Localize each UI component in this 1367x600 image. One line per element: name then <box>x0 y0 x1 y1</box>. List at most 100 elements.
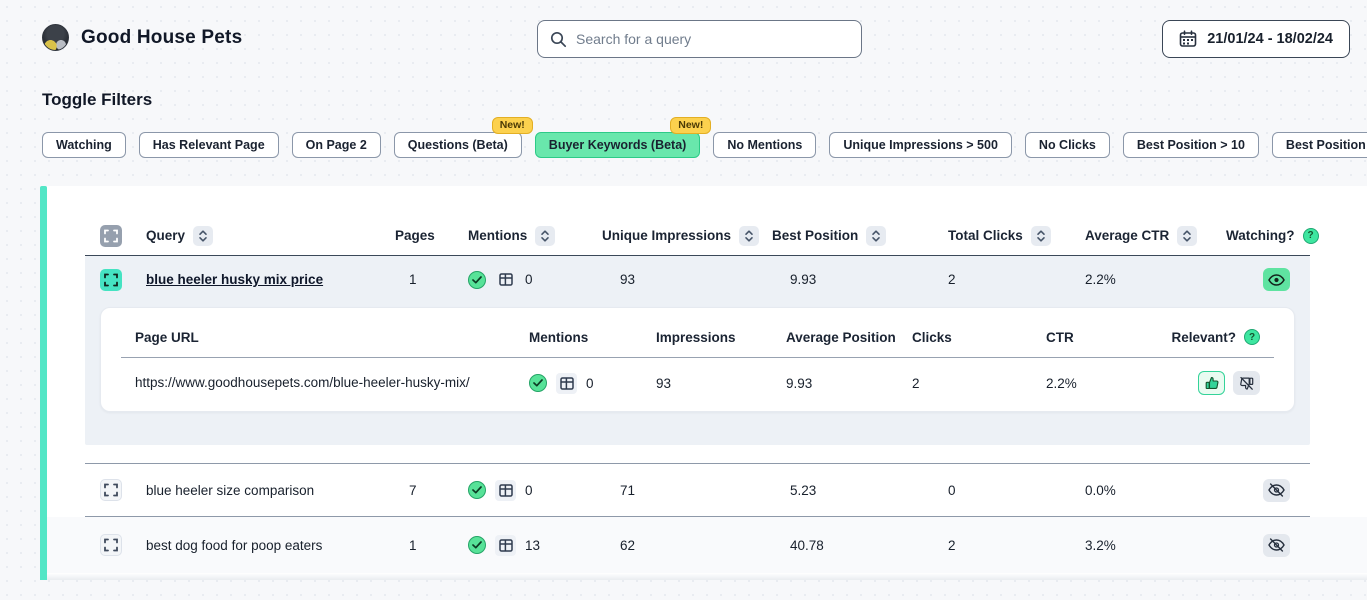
filter-no-clicks[interactable]: No Clicks <box>1024 132 1110 158</box>
mention-check-icon <box>468 481 486 499</box>
pages-card-divider <box>121 357 1274 358</box>
column-header-unique-impressions: Unique Impressions <box>602 228 732 243</box>
expand-all-button[interactable] <box>100 224 122 247</box>
total-clicks-value: 2 <box>948 537 956 553</box>
page-url-text[interactable]: https://www.goodhousepets.com/blue-heele… <box>135 374 470 390</box>
column-header-watching: Watching? <box>1226 228 1295 243</box>
query-link[interactable]: blue heeler husky mix price <box>146 272 324 287</box>
sort-average-ctr-button[interactable] <box>1177 225 1198 246</box>
query-text[interactable]: blue heeler size comparison <box>146 482 315 498</box>
mention-check-icon <box>468 536 486 554</box>
filters-row: Watching Has Relevant Page On Page 2 Que… <box>42 117 1367 158</box>
search-box[interactable] <box>537 20 862 58</box>
unique-impressions-value: 93 <box>620 272 636 287</box>
filter-best-position-lt-10[interactable]: Best Position < 10 <box>1271 132 1367 158</box>
watching-help-icon[interactable]: ? <box>1302 227 1319 244</box>
filter-no-mentions[interactable]: No Mentions <box>713 132 817 158</box>
unique-impressions-value: 62 <box>620 537 636 553</box>
date-range-button[interactable]: 21/01/24 - 18/02/24 <box>1162 20 1350 58</box>
pages-value: 1 <box>409 272 417 287</box>
best-position-value: 40.78 <box>790 537 824 553</box>
sort-query-button[interactable] <box>193 225 214 246</box>
toggle-filters-heading: Toggle Filters <box>42 90 153 109</box>
filter-best-position-gt-10[interactable]: Best Position > 10 <box>1122 132 1259 158</box>
relevant-help-icon[interactable]: ? <box>1244 329 1260 345</box>
table-header-row: Query Pages Mentions Unique Impressions … <box>47 216 1367 255</box>
new-badge: New! <box>670 117 712 134</box>
sort-total-clicks-button[interactable] <box>1030 225 1051 246</box>
column-header-pages: Pages <box>395 228 435 243</box>
expanded-pages-area: Page URL Mentions Impressions Average Po… <box>85 303 1310 445</box>
column-header-impressions: Impressions <box>656 329 736 345</box>
sort-best-position-button[interactable] <box>866 225 887 246</box>
mentions-value: 0 <box>525 482 533 498</box>
table-row[interactable]: best dog food for poop eaters 1 13 62 40… <box>47 517 1367 573</box>
average-ctr-value: 2.2% <box>1085 272 1116 287</box>
total-clicks-value: 0 <box>948 482 956 498</box>
best-position-value: 5.23 <box>790 482 817 498</box>
page-clicks-value: 2 <box>912 375 920 391</box>
pages-card: Page URL Mentions Impressions Average Po… <box>100 307 1295 412</box>
mention-table-icon[interactable] <box>495 479 516 501</box>
mentions-value: 13 <box>525 537 541 553</box>
page-mentions-value: 0 <box>586 375 594 391</box>
new-badge: New! <box>491 117 533 134</box>
expand-row-button[interactable] <box>100 534 122 556</box>
filter-questions-label: Questions (Beta) <box>407 138 508 152</box>
brand: Good House Pets <box>42 24 242 51</box>
column-header-query: Query <box>146 228 186 243</box>
column-header-relevant: Relevant? <box>1171 329 1236 345</box>
mention-check-icon <box>529 374 547 392</box>
average-ctr-value: 3.2% <box>1085 537 1116 553</box>
pages-value: 7 <box>409 482 417 498</box>
page-impressions-value: 93 <box>656 375 672 391</box>
column-header-average-position: Average Position <box>786 329 896 345</box>
table-row[interactable]: blue heeler husky mix price 1 0 93 9.93 … <box>85 256 1310 303</box>
pages-value: 1 <box>409 537 417 553</box>
unique-impressions-value: 71 <box>620 482 636 498</box>
main-section: Query Pages Mentions Unique Impressions … <box>0 186 1367 580</box>
header-divider <box>85 255 1310 256</box>
pages-card-header-row: Page URL Mentions Impressions Average Po… <box>101 308 1294 357</box>
page-average-position-value: 9.93 <box>786 375 813 391</box>
mention-check-icon <box>468 270 486 289</box>
accent-bar <box>40 186 47 580</box>
collapse-row-button[interactable] <box>100 268 122 291</box>
column-header-average-ctr: Average CTR <box>1085 228 1170 243</box>
filter-watching[interactable]: Watching <box>42 132 126 158</box>
watching-eye-slash-button[interactable] <box>1263 533 1290 557</box>
filter-buyer-keywords-beta[interactable]: Buyer Keywords (Beta) New! <box>534 117 712 158</box>
query-text[interactable]: best dog food for poop eaters <box>146 537 323 553</box>
column-header-page-mentions: Mentions <box>529 329 589 345</box>
column-header-clicks: Clicks <box>912 329 952 345</box>
page-row: https://www.goodhousepets.com/blue-heele… <box>101 358 1294 411</box>
average-ctr-value: 0.0% <box>1085 482 1116 498</box>
filter-unique-impressions-500[interactable]: Unique Impressions > 500 <box>829 132 1012 158</box>
best-position-value: 9.93 <box>790 272 817 287</box>
table-row[interactable]: blue heeler size comparison 7 0 71 5.23 … <box>47 464 1367 516</box>
site-avatar <box>42 24 69 51</box>
relevant-thumbs-down-slash-button[interactable] <box>1233 371 1260 395</box>
column-header-total-clicks: Total Clicks <box>948 228 1023 243</box>
mention-table-icon[interactable] <box>495 269 516 290</box>
expand-row-button[interactable] <box>100 479 122 501</box>
row-divider <box>85 516 1310 517</box>
bottom-fade <box>47 573 1367 580</box>
filter-on-page-2[interactable]: On Page 2 <box>291 132 381 158</box>
mention-table-icon[interactable] <box>556 372 577 394</box>
mentions-value: 0 <box>525 272 533 287</box>
top-bar: Good House Pets 21/01/24 - 18/02/24 <box>0 0 1367 80</box>
spacer <box>47 445 1367 463</box>
column-header-ctr: CTR <box>1046 329 1074 345</box>
sort-unique-impressions-button[interactable] <box>739 225 760 246</box>
total-clicks-value: 2 <box>948 272 956 287</box>
sort-mentions-button[interactable] <box>535 225 556 246</box>
column-header-mentions: Mentions <box>468 228 528 243</box>
mention-table-icon[interactable] <box>495 534 516 556</box>
filter-questions-beta[interactable]: Questions (Beta) New! <box>393 117 533 158</box>
watching-eye-slash-button[interactable] <box>1263 478 1290 502</box>
search-input[interactable] <box>576 31 849 47</box>
relevant-thumbs-up-button[interactable] <box>1198 371 1225 395</box>
filter-has-relevant-page[interactable]: Has Relevant Page <box>138 132 279 158</box>
watching-eye-button[interactable] <box>1263 268 1290 291</box>
